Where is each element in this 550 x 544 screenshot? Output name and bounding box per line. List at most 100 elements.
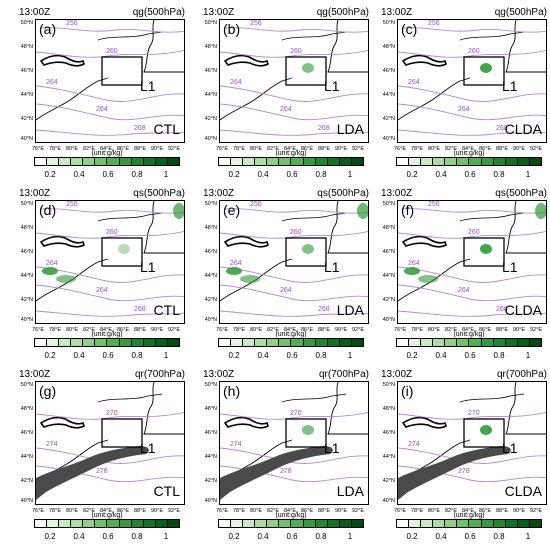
- panel-variable: qs(500hPa): [317, 188, 369, 199]
- l1-box: [463, 237, 505, 267]
- contour-line: [220, 230, 368, 239]
- longitude-label: 90°E: [335, 508, 347, 514]
- longitude-label: 80°E: [250, 508, 262, 514]
- colorbar-tick: 0.2: [228, 532, 240, 541]
- colorbar-unit: (unit:g/kg): [91, 331, 123, 338]
- colorbar-swatch: [339, 339, 352, 346]
- latitude-label: 40°N: [20, 136, 33, 142]
- longitude-label: 86°E: [479, 508, 491, 514]
- longitude-label: 84°E: [100, 146, 112, 152]
- colorbar-swatch: [255, 339, 268, 346]
- colorbar-swatch: [409, 158, 422, 165]
- colorbar-unit: (unit:g/kg): [91, 150, 123, 157]
- longitude-label: 88°E: [318, 508, 330, 514]
- longitude-label: 80°E: [250, 327, 262, 333]
- latitude-label: 42°N: [204, 297, 217, 303]
- contour-label: 260: [106, 229, 118, 236]
- longitude-label: 92°E: [352, 508, 364, 514]
- colorbar: [396, 338, 542, 347]
- colorbar-swatch: [291, 158, 304, 165]
- latitude-label: 46°N: [204, 430, 217, 436]
- contour-label: 278: [96, 468, 108, 475]
- contour-label: 264: [230, 260, 242, 267]
- latitude-label: 48°N: [382, 44, 395, 50]
- contour-label: 256: [428, 201, 440, 208]
- contour-label: 270: [290, 410, 302, 417]
- map-svg: 270 274 278: [220, 382, 368, 500]
- colorbar-swatch: [315, 158, 328, 165]
- colorbar-swatch: [143, 158, 156, 165]
- contour-line: [36, 230, 184, 239]
- longitude-label: 82°E: [267, 146, 279, 152]
- longitude-label: 80°E: [66, 146, 78, 152]
- colorbar-swatch: [421, 520, 434, 527]
- contour-line: [401, 208, 546, 214]
- contour-line: [398, 284, 546, 302]
- latitude-label: 42°N: [382, 478, 395, 484]
- contour-label: 256: [428, 20, 440, 27]
- contour-line: [220, 411, 368, 420]
- colorbar-swatch: [167, 158, 179, 165]
- colorbar-swatch: [469, 520, 482, 527]
- panel-variable: qr(700hPa): [496, 369, 547, 380]
- contour-line: [220, 103, 368, 121]
- contour-label: 274: [46, 441, 58, 448]
- colorbar-swatch: [445, 520, 458, 527]
- colorbar-swatch: [469, 339, 482, 346]
- colorbar-tick: 0.8: [493, 532, 505, 541]
- l1-label: L1: [324, 259, 340, 275]
- panel-time: 13:00Z: [19, 7, 51, 18]
- colorbar-swatch: [529, 520, 541, 527]
- contour-line: [220, 310, 368, 317]
- longitude-label: 92°E: [168, 146, 180, 152]
- contour-line: [398, 465, 546, 483]
- longitude-label: 88°E: [134, 508, 146, 514]
- latitude-label: 44°N: [382, 454, 395, 460]
- border-line: [36, 77, 109, 121]
- longitude-label: 84°E: [462, 327, 474, 333]
- colorbar-swatch: [279, 339, 292, 346]
- latitude-label: 48°N: [20, 406, 33, 412]
- latitude-label: 44°N: [382, 92, 395, 98]
- longitude-label: 82°E: [83, 327, 95, 333]
- panel-time: 13:00Z: [203, 369, 235, 380]
- longitude-label: 88°E: [496, 508, 508, 514]
- lake-outline: [39, 54, 85, 67]
- contour-label: 278: [280, 468, 292, 475]
- colorbar-swatch: [35, 520, 48, 527]
- field-patch: [480, 244, 492, 254]
- field-patch: [42, 267, 58, 275]
- contour-line: [398, 310, 546, 317]
- colorbar-tick: 1: [163, 351, 169, 360]
- longitude-label: 90°E: [513, 327, 525, 333]
- colorbar-swatch: [119, 158, 132, 165]
- contour-label: 268: [134, 306, 146, 313]
- panel-time: 13:00Z: [381, 369, 413, 380]
- contour-line: [398, 49, 546, 58]
- colorbar: [34, 338, 180, 347]
- colorbar-tick: 1: [347, 170, 353, 179]
- colorbar-tick: 0.6: [286, 532, 298, 541]
- colorbar-swatch: [231, 520, 244, 527]
- field-patch: [480, 63, 492, 73]
- border-line: [281, 393, 347, 403]
- longitude-label: 76°E: [216, 146, 228, 152]
- contour-line: [220, 85, 368, 102]
- latitude-label: 46°N: [20, 68, 33, 74]
- colorbar-swatch: [119, 520, 132, 527]
- colorbar-tick: 0.4: [435, 351, 447, 360]
- colorbar-swatch: [529, 339, 541, 346]
- colorbar-unit: (unit:g/kg): [91, 512, 123, 519]
- contour-line: [220, 465, 368, 483]
- longitude-label: 80°E: [428, 508, 440, 514]
- latitude-label: 42°N: [204, 478, 217, 484]
- longitude-label: 92°E: [168, 508, 180, 514]
- panel-time: 13:00Z: [381, 188, 413, 199]
- experiment-label: CTL: [153, 121, 180, 137]
- contour-line: [401, 27, 546, 33]
- contour-line: [36, 129, 184, 136]
- map-svg: 256 260 264 264 268: [220, 201, 368, 317]
- longitude-label: 86°E: [117, 146, 129, 152]
- contour-line: [223, 27, 368, 33]
- border-line: [459, 31, 525, 41]
